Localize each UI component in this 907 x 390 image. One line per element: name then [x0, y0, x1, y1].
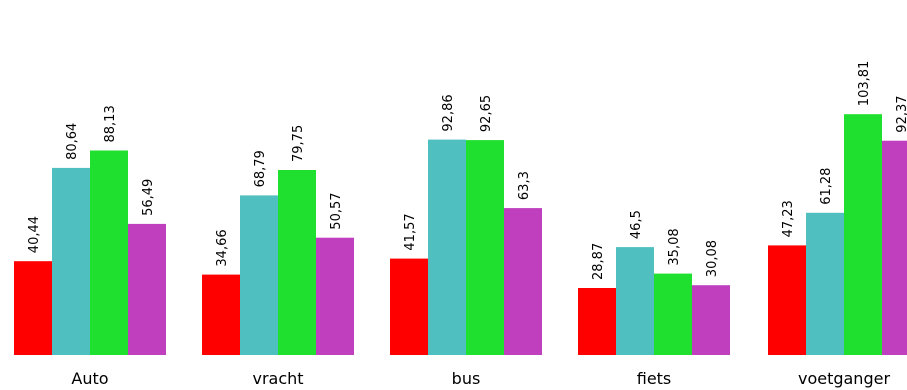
bar-vracht-s2 — [240, 195, 278, 355]
bar-vracht-s3 — [278, 170, 316, 355]
bar-bus-s4 — [504, 208, 542, 355]
bars-layer — [14, 114, 907, 355]
bar-Auto-s3 — [90, 150, 128, 355]
bar-vracht-s4 — [316, 237, 354, 355]
value-label-bus-s2: 92,86 — [441, 94, 456, 131]
value-label-Auto-s2: 80,64 — [65, 123, 80, 160]
value-label-fiets-s1: 28,87 — [591, 243, 606, 280]
bar-bus-s2 — [428, 139, 466, 355]
value-label-vracht-s2: 68,79 — [253, 150, 268, 187]
value-label-vracht-s4: 50,57 — [329, 192, 344, 229]
bar-fiets-s1 — [578, 288, 616, 355]
value-label-Auto-s4: 56,49 — [141, 179, 156, 216]
category-label-fiets: fiets — [637, 369, 672, 388]
value-label-fiets-s4: 30,08 — [705, 240, 720, 277]
bar-voetganger-s2 — [806, 212, 844, 355]
value-label-Auto-s1: 40,44 — [27, 216, 42, 253]
category-label-Auto: Auto — [71, 369, 108, 388]
value-labels-layer: 40,44 80,64 88,13 56,49 34,66 68,79 79,75 50,57… — [27, 61, 907, 280]
bar-Auto-s4 — [128, 223, 166, 355]
bar-voetganger-s4 — [882, 140, 907, 355]
bar-Auto-s1 — [14, 261, 52, 355]
value-label-vracht-s3: 79,75 — [291, 125, 306, 162]
bar-Auto-s2 — [52, 167, 90, 355]
value-label-bus-s3: 92,65 — [479, 95, 494, 132]
value-label-voetganger-s3: 103,81 — [857, 61, 872, 107]
bar-fiets-s2 — [616, 247, 654, 355]
category-label-bus: bus — [452, 369, 481, 388]
bar-vracht-s1 — [202, 274, 240, 355]
value-label-voetganger-s1: 47,23 — [781, 200, 796, 237]
category-labels-layer: Auto vracht bus fiets voetganger — [71, 369, 890, 388]
value-label-vracht-s1: 34,66 — [215, 229, 230, 266]
bar-voetganger-s3 — [844, 114, 882, 355]
value-label-fiets-s2: 46,5 — [629, 210, 644, 239]
bar-voetganger-s1 — [768, 245, 806, 355]
bar-bus-s1 — [390, 258, 428, 355]
value-label-Auto-s3: 88,13 — [103, 105, 118, 142]
value-label-voetganger-s4: 92,37 — [895, 95, 907, 132]
value-label-bus-s1: 41,57 — [403, 213, 418, 250]
bar-bus-s3 — [466, 140, 504, 355]
value-label-bus-s4: 63,3 — [517, 171, 532, 200]
bar-fiets-s4 — [692, 285, 730, 355]
value-label-voetganger-s2: 61,28 — [819, 168, 834, 205]
category-label-vracht: vracht — [252, 369, 303, 388]
category-label-voetganger: voetganger — [798, 369, 890, 388]
bar-fiets-s3 — [654, 273, 692, 355]
value-label-fiets-s3: 35,08 — [667, 228, 682, 265]
